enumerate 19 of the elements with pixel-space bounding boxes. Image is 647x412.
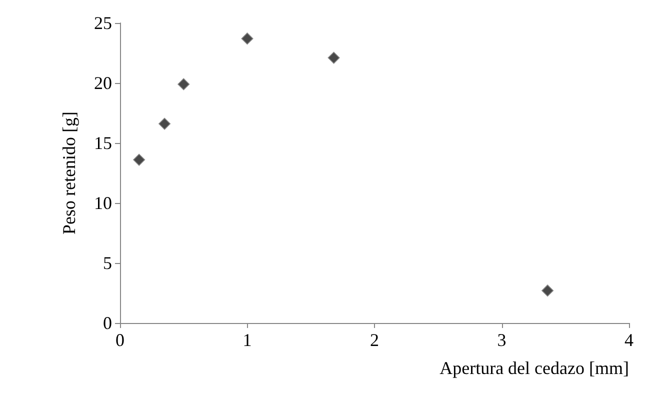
- point: [178, 78, 190, 90]
- y-tick-label: 25: [94, 13, 112, 33]
- y-tick-label: 20: [94, 73, 112, 93]
- point: [241, 32, 254, 45]
- x-tick-label: 1: [242, 330, 252, 350]
- x-tick-label: 2: [370, 330, 379, 350]
- x-tick-label: 4: [624, 330, 634, 350]
- y-tick-label: 15: [94, 133, 112, 153]
- point: [158, 118, 171, 130]
- x-tick-label: 3: [497, 330, 506, 350]
- point: [133, 154, 146, 166]
- y-tick-label: 10: [94, 193, 112, 213]
- y-tick-label: 5: [103, 253, 112, 273]
- x-tick-label: 0: [116, 330, 124, 350]
- point: [542, 284, 554, 297]
- x-axis-title: Apertura del cedazo [mm]: [440, 358, 629, 378]
- y-tick-label: 0: [103, 313, 112, 333]
- point: [328, 52, 340, 64]
- y-axis-title: Peso retenido [g]: [59, 112, 79, 234]
